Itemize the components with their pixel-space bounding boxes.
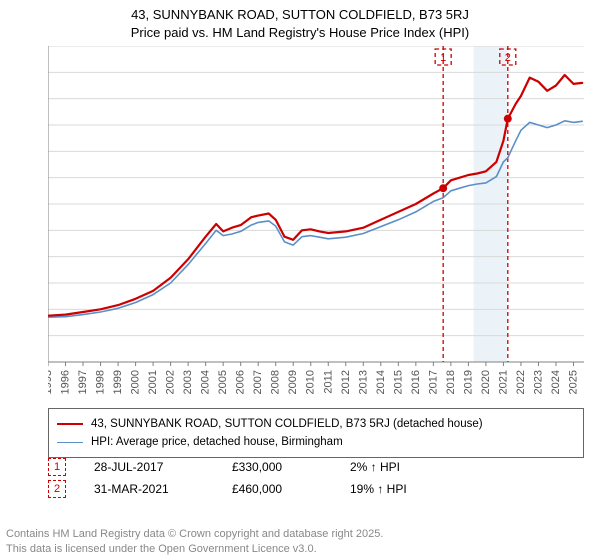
marker-row: 2 31-MAR-2021 £460,000 19% ↑ HPI <box>48 478 584 500</box>
svg-text:2004: 2004 <box>200 370 212 394</box>
svg-text:2018: 2018 <box>445 370 457 394</box>
attribution-line: Contains HM Land Registry data © Crown c… <box>6 527 383 541</box>
svg-text:2006: 2006 <box>235 370 247 394</box>
marker-date: 31-MAR-2021 <box>94 482 204 496</box>
marker-delta: 19% ↑ HPI <box>350 482 407 496</box>
svg-text:2023: 2023 <box>532 370 544 394</box>
attribution: Contains HM Land Registry data © Crown c… <box>6 527 383 556</box>
svg-text:2016: 2016 <box>410 370 422 394</box>
attribution-line: This data is licensed under the Open Gov… <box>6 542 383 556</box>
legend-label: HPI: Average price, detached house, Birm… <box>91 436 343 448</box>
svg-text:2000: 2000 <box>130 370 142 394</box>
svg-text:2012: 2012 <box>340 370 352 394</box>
marker-badge: 1 <box>48 458 66 476</box>
title-line1: 43, SUNNYBANK ROAD, SUTTON COLDFIELD, B7… <box>0 6 600 24</box>
legend: 43, SUNNYBANK ROAD, SUTTON COLDFIELD, B7… <box>48 408 584 458</box>
svg-text:2021: 2021 <box>497 370 509 394</box>
svg-text:2001: 2001 <box>147 370 159 394</box>
svg-text:1998: 1998 <box>95 370 107 394</box>
svg-text:2020: 2020 <box>480 370 492 394</box>
svg-text:2024: 2024 <box>550 370 562 394</box>
svg-text:1997: 1997 <box>77 370 89 394</box>
svg-text:1995: 1995 <box>48 370 54 394</box>
marker-date: 28-JUL-2017 <box>94 460 204 474</box>
svg-text:2: 2 <box>505 52 511 64</box>
marker-table: 1 28-JUL-2017 £330,000 2% ↑ HPI 2 31-MAR… <box>48 456 584 500</box>
chart-title: 43, SUNNYBANK ROAD, SUTTON COLDFIELD, B7… <box>0 0 600 41</box>
legend-label: 43, SUNNYBANK ROAD, SUTTON COLDFIELD, B7… <box>91 418 483 430</box>
svg-text:2014: 2014 <box>375 370 387 394</box>
svg-text:2017: 2017 <box>427 370 439 394</box>
svg-text:2015: 2015 <box>392 370 404 394</box>
marker-delta: 2% ↑ HPI <box>350 460 400 474</box>
chart-svg: £0£50K£100K£150K£200K£250K£300K£350K£400… <box>48 46 584 396</box>
svg-text:2008: 2008 <box>270 370 282 394</box>
svg-text:2013: 2013 <box>357 370 369 394</box>
legend-row: HPI: Average price, detached house, Birm… <box>57 433 575 451</box>
svg-text:2010: 2010 <box>305 370 317 394</box>
svg-text:2007: 2007 <box>252 370 264 394</box>
svg-text:2019: 2019 <box>462 370 474 394</box>
svg-text:1999: 1999 <box>112 370 124 394</box>
legend-row: 43, SUNNYBANK ROAD, SUTTON COLDFIELD, B7… <box>57 415 575 433</box>
svg-text:1: 1 <box>440 52 446 64</box>
svg-text:2025: 2025 <box>567 370 579 394</box>
legend-swatch <box>57 423 83 425</box>
svg-text:2003: 2003 <box>182 370 194 394</box>
svg-text:2005: 2005 <box>217 370 229 394</box>
svg-text:2022: 2022 <box>515 370 527 394</box>
svg-text:2009: 2009 <box>287 370 299 394</box>
svg-text:2002: 2002 <box>165 370 177 394</box>
chart: £0£50K£100K£150K£200K£250K£300K£350K£400… <box>48 46 584 396</box>
marker-price: £460,000 <box>232 482 322 496</box>
svg-text:1996: 1996 <box>60 370 72 394</box>
marker-price: £330,000 <box>232 460 322 474</box>
title-line2: Price paid vs. HM Land Registry's House … <box>0 24 600 42</box>
svg-text:2011: 2011 <box>322 370 334 394</box>
legend-swatch <box>57 442 83 443</box>
marker-row: 1 28-JUL-2017 £330,000 2% ↑ HPI <box>48 456 584 478</box>
marker-badge: 2 <box>48 480 66 498</box>
